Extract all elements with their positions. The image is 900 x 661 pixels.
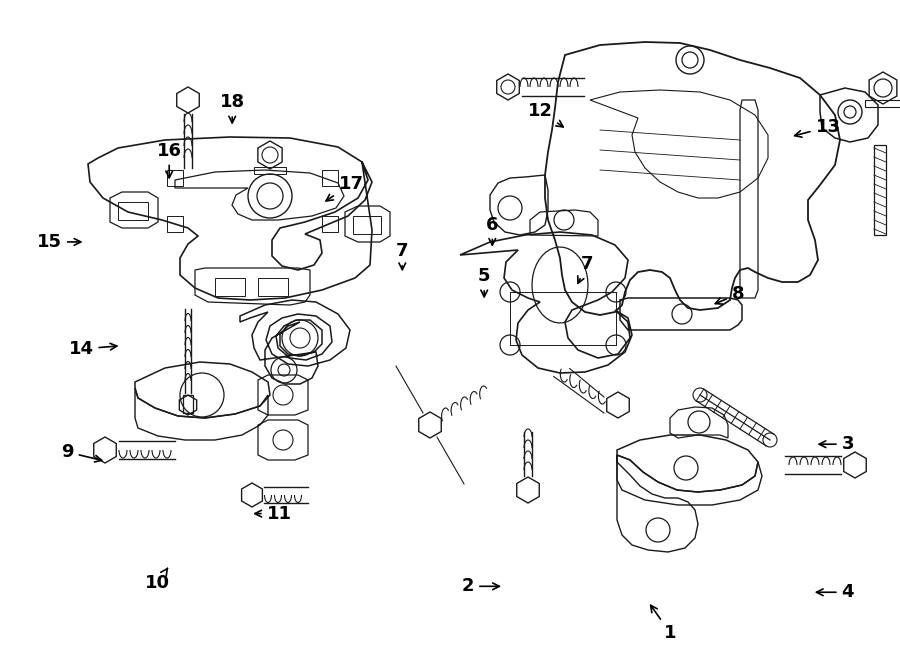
Text: 11: 11 [255, 504, 292, 523]
Bar [167, 216, 183, 232]
Text: 12: 12 [527, 102, 563, 127]
Text: 6: 6 [486, 215, 499, 245]
Bar [254, 167, 286, 174]
Text: 5: 5 [478, 267, 491, 297]
Text: 10: 10 [145, 568, 170, 592]
Text: 18: 18 [220, 93, 245, 123]
Bar [322, 216, 338, 232]
Text: 13: 13 [795, 118, 841, 137]
Bar [258, 278, 288, 296]
Bar [118, 202, 148, 220]
Text: 2: 2 [462, 577, 500, 596]
Bar [865, 100, 900, 107]
Text: 17: 17 [326, 175, 364, 201]
Text: 1: 1 [651, 605, 677, 642]
Text: 16: 16 [157, 141, 182, 178]
Bar [167, 170, 183, 186]
Text: 15: 15 [37, 233, 81, 251]
Bar [215, 278, 245, 296]
Text: 7: 7 [578, 255, 593, 284]
Text: 14: 14 [68, 340, 117, 358]
Bar [353, 216, 381, 234]
Text: 9: 9 [61, 443, 102, 462]
Text: 7: 7 [396, 242, 409, 270]
Text: 4: 4 [816, 583, 854, 602]
Text: 3: 3 [819, 435, 854, 453]
Bar [183, 395, 193, 413]
Bar [322, 170, 338, 186]
Bar [874, 145, 886, 235]
Text: 8: 8 [716, 285, 744, 304]
